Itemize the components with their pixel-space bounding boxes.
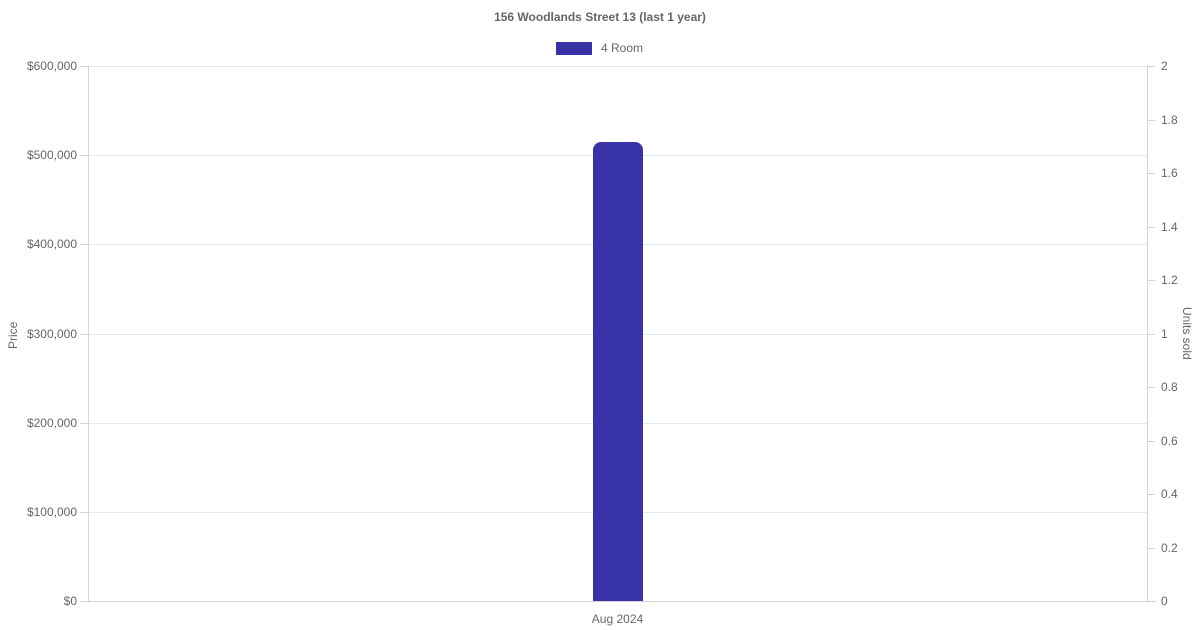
y-left-tick-label: $0 bbox=[63, 594, 77, 608]
gridline bbox=[88, 66, 1147, 67]
y-right-tick-label: 1.4 bbox=[1161, 219, 1178, 234]
y-axis-line-left bbox=[88, 66, 89, 601]
y-left-tick-mark bbox=[80, 333, 88, 335]
y-right-tick-mark bbox=[1147, 387, 1155, 388]
y-left-tick-label: $100,000 bbox=[26, 504, 77, 519]
y-right-tick-label: 1.2 bbox=[1161, 273, 1178, 287]
y-right-tick-mark bbox=[1147, 333, 1155, 335]
y-left-tick-mark bbox=[80, 422, 88, 424]
y-right-tick-label: 1.8 bbox=[1161, 112, 1178, 127]
y-left-tick-mark bbox=[80, 511, 88, 513]
y-right-tick-label: 2 bbox=[1161, 59, 1168, 73]
y-right-tick-label: 0.8 bbox=[1161, 380, 1178, 394]
y-left-tick-label: $600,000 bbox=[26, 59, 77, 73]
y-left-tick-mark bbox=[80, 66, 88, 67]
y-left-tick-label: $200,000 bbox=[26, 415, 77, 430]
y-right-tick-label: 0 bbox=[1161, 594, 1168, 608]
y-right-tick-label: 0.2 bbox=[1161, 540, 1178, 555]
y-right-tick-mark bbox=[1147, 280, 1155, 281]
y-right-tick-label: 1.6 bbox=[1161, 166, 1178, 180]
y-left-tick-mark bbox=[80, 601, 88, 602]
plot-area bbox=[88, 66, 1147, 601]
y-left-tick-label: $400,000 bbox=[26, 237, 77, 252]
bar-4-room-aug-2024[interactable] bbox=[592, 141, 643, 601]
y-right-tick-mark bbox=[1147, 440, 1155, 442]
y-axis-title-units-sold: Units sold bbox=[1180, 307, 1194, 360]
y-right-tick-mark bbox=[1147, 494, 1155, 495]
y-right-tick-label: 0.4 bbox=[1161, 487, 1178, 501]
y-right-tick-mark bbox=[1147, 601, 1155, 602]
y-left-tick-mark bbox=[80, 244, 88, 246]
y-left-tick-label: $300,000 bbox=[26, 326, 77, 341]
chart-title: 156 Woodlands Street 13 (last 1 year) bbox=[494, 10, 706, 24]
legend-swatch-4-room[interactable] bbox=[556, 42, 592, 55]
y-right-tick-label: 0.6 bbox=[1161, 433, 1178, 448]
legend-label-4-room[interactable]: 4 Room bbox=[601, 41, 644, 55]
y-right-tick-mark bbox=[1147, 226, 1155, 228]
y-right-tick-mark bbox=[1147, 547, 1155, 549]
x-axis-line bbox=[80, 601, 1156, 602]
y-right-tick-mark bbox=[1147, 119, 1155, 121]
y-right-tick-label: 1 bbox=[1161, 326, 1168, 341]
y-right-tick-mark bbox=[1147, 66, 1155, 67]
x-tick-label: Aug 2024 bbox=[591, 612, 644, 626]
y-right-tick-mark bbox=[1147, 173, 1155, 174]
y-left-tick-mark bbox=[80, 155, 88, 157]
y-left-tick-label: $500,000 bbox=[26, 148, 77, 163]
